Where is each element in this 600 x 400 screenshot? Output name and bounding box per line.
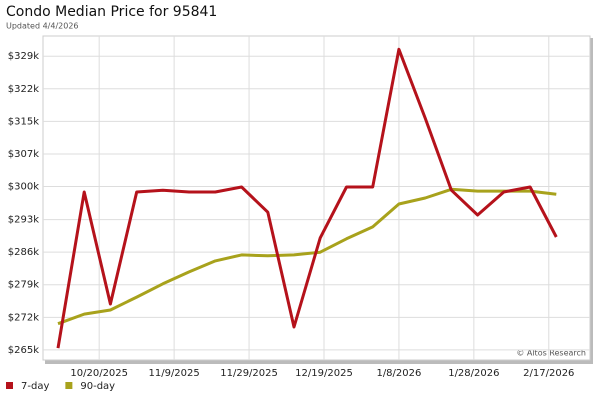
y-tick-label: $300k — [8, 182, 39, 193]
series-line — [57, 187, 557, 326]
y-tick-label: $329k — [8, 51, 39, 62]
y-tick-label: $293k — [8, 215, 39, 226]
y-tick-label: $265k — [8, 345, 39, 356]
legend-swatch — [65, 382, 73, 389]
plot-area — [42, 35, 591, 361]
y-tick-label: $286k — [8, 247, 39, 258]
x-tick-label: 10/20/2025 — [70, 368, 128, 379]
x-tick-label: 11/29/2025 — [220, 368, 278, 379]
y-tick-label: $322k — [8, 84, 39, 95]
x-tick-label: 12/19/2025 — [295, 368, 353, 379]
x-tick-label: 1/28/2026 — [448, 368, 499, 379]
y-tick-label: $272k — [8, 312, 39, 323]
legend-swatch — [6, 382, 13, 389]
series-line — [56, 47, 558, 349]
y-tick-label: $279k — [8, 280, 39, 291]
x-tick-label: 11/9/2025 — [148, 368, 199, 379]
legend-label: 7-day — [21, 381, 49, 392]
y-tick-label: $307k — [8, 149, 39, 160]
watermark: © Altos Research — [516, 349, 586, 358]
x-tick-label: 2/17/2026 — [523, 368, 574, 379]
legend-label: 90-day — [80, 381, 115, 392]
chart-subtitle: Updated 4/4/2026 — [6, 22, 79, 31]
x-tick-label: 1/8/2026 — [376, 368, 421, 379]
chart-title: Condo Median Price for 95841 — [6, 4, 217, 20]
y-tick-label: $315k — [8, 116, 39, 127]
